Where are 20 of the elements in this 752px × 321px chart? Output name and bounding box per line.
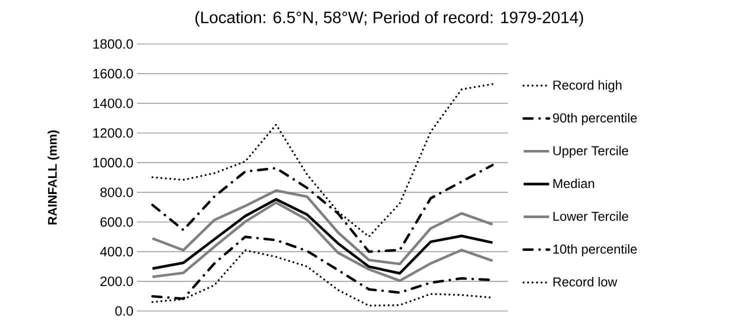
y-tick-label: 1600.0 <box>93 68 133 78</box>
y-axis-title: RAINFALL (mm) <box>48 130 60 224</box>
legend-label: Record low <box>553 277 618 287</box>
y-tick-label: 1400.0 <box>93 98 133 108</box>
line-series <box>151 189 494 266</box>
y-tick-label: 800.0 <box>100 188 133 198</box>
y-tick-label: 400.0 <box>100 246 133 256</box>
legend-label: Record high <box>553 80 622 92</box>
chart-title: (Location: 6.5°N, 58°W; Period of record: 1979-2014) <box>195 11 584 26</box>
legend-label: Lower Tercile <box>553 211 628 221</box>
legend-label: Median <box>553 178 594 188</box>
legend-label: 90th percentile <box>553 113 637 126</box>
y-tick-label: 200.0 <box>100 276 133 286</box>
y-tick-label: 1800.0 <box>93 39 133 49</box>
y-tick-label: 1000.0 <box>93 158 133 168</box>
y-tick-label: 1200.0 <box>93 128 133 138</box>
y-tick-label: 600.0 <box>100 217 133 227</box>
legend-label: 10th percentile <box>553 244 637 256</box>
legend-label: Upper Tercile <box>553 146 628 158</box>
y-tick-label: 0.0 <box>115 306 133 316</box>
